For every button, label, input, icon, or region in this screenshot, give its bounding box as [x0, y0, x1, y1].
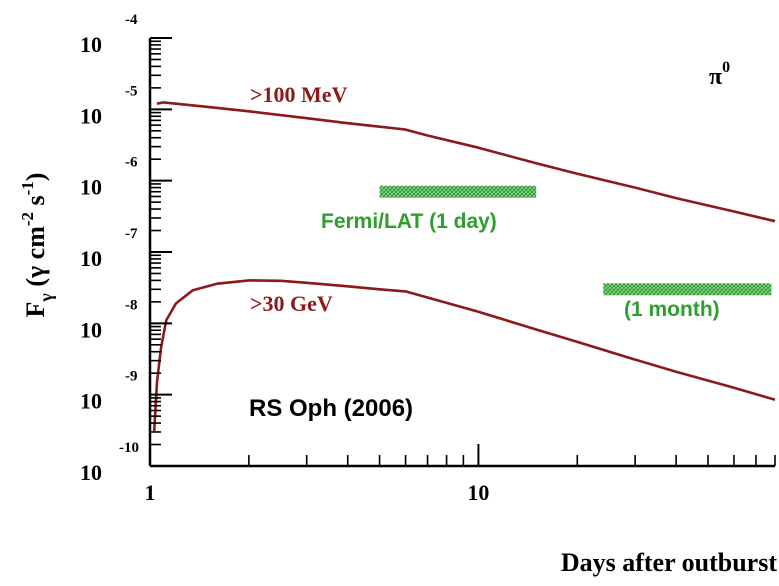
- x-axis-title: Days after outburst: [561, 548, 778, 577]
- y-tick-base: 10: [80, 460, 102, 485]
- y-tick-base: 10: [80, 175, 102, 200]
- y-tick-label-4: 10 -7: [80, 226, 138, 271]
- x-tick-label-2: 10: [467, 480, 489, 505]
- y-title-main: F: [21, 302, 50, 318]
- y-tick-base: 10: [80, 32, 102, 57]
- y-tick-label-5: 10 -8: [80, 297, 138, 342]
- y-tick-label-2: 10 -5: [80, 83, 138, 128]
- series-label-30gev: >30 GeV: [250, 291, 333, 316]
- y-tick-exp: -5: [125, 83, 138, 99]
- y-title-units-c: ): [21, 173, 50, 182]
- y-tick-exp: -10: [119, 440, 139, 456]
- series-line-1: [156, 101, 776, 223]
- tick-labels: 10 -4 10 -5 10 -6 10 -7 10 -8 10 -9 10 -10 1 10: [80, 12, 489, 505]
- y-tick-exp: -9: [125, 369, 138, 385]
- process-base: π: [709, 64, 722, 90]
- y-tick-exp: -6: [125, 155, 138, 171]
- band-label-1day: Fermi/LAT (1 day): [321, 210, 497, 233]
- y-title-units-b: s: [21, 195, 50, 212]
- y-tick-label-3: 10 -6: [80, 155, 138, 200]
- y-axis-title: Fγ (γ cm-2 s-1): [18, 173, 56, 318]
- y-tick-label-6: 10 -9: [80, 369, 138, 414]
- series-label-100mev: >100 MeV: [250, 82, 348, 107]
- y-title-units-a: (γ cm: [21, 226, 50, 293]
- y-tick-base: 10: [80, 246, 102, 271]
- band-bar-1: [379, 185, 537, 198]
- x-tick-label-1: 1: [145, 480, 156, 505]
- y-tick-label-7: 10 -10: [80, 440, 139, 485]
- y-tick-exp: -8: [125, 297, 138, 313]
- y-tick-base: 10: [80, 389, 102, 414]
- band-label-1month: (1 month): [624, 298, 720, 321]
- sensitivity-bands: [379, 185, 772, 296]
- series-lines: [152, 101, 776, 431]
- y-tick-base: 10: [80, 317, 102, 342]
- y-tick-exp: -7: [125, 226, 138, 242]
- process-sup: 0: [722, 59, 730, 76]
- process-label: π0: [709, 59, 730, 90]
- axes-frame: [148, 37, 776, 468]
- y-title-exp2: -1: [18, 181, 37, 195]
- y-title-sub: γ: [36, 293, 56, 303]
- y-tick-label-1: 10 -4: [80, 12, 138, 57]
- y-tick-base: 10: [80, 103, 102, 128]
- y-tick-exp: -4: [125, 12, 138, 28]
- y-title-exp1: -2: [18, 212, 37, 226]
- band-bar-2: [603, 283, 772, 296]
- object-label: RS Oph (2006): [249, 395, 413, 422]
- series-line-2: [152, 279, 776, 431]
